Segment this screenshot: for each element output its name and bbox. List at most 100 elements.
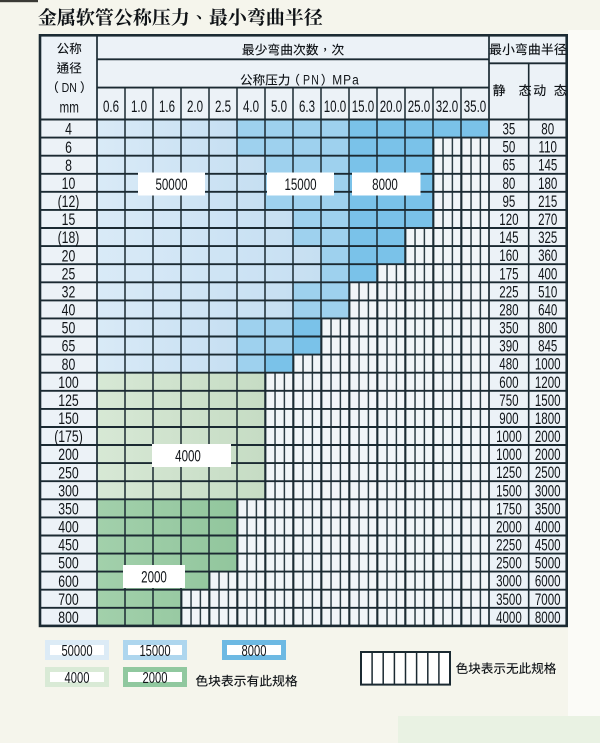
svg-text:1.6: 1.6: [159, 98, 175, 117]
svg-text:PN: PN: [303, 72, 320, 88]
svg-text:900: 900: [499, 410, 518, 429]
svg-text:750: 750: [499, 392, 518, 411]
svg-text:4: 4: [65, 121, 72, 139]
svg-text:MPa: MPa: [332, 72, 360, 88]
svg-text:35.0: 35.0: [464, 98, 487, 117]
svg-text:600: 600: [499, 374, 518, 393]
svg-text:325: 325: [538, 229, 557, 248]
svg-text:3500: 3500: [535, 500, 561, 519]
svg-text:2.0: 2.0: [187, 98, 203, 117]
svg-text:6.3: 6.3: [299, 98, 315, 117]
svg-text:510: 510: [538, 283, 557, 302]
svg-text:2500: 2500: [535, 464, 561, 483]
svg-text:480: 480: [499, 356, 518, 375]
svg-text:65: 65: [62, 338, 76, 356]
svg-text:(12): (12): [58, 193, 80, 211]
svg-text:175: 175: [499, 265, 518, 284]
svg-text:32: 32: [62, 284, 76, 302]
svg-text:3500: 3500: [496, 591, 522, 610]
svg-text:200: 200: [58, 446, 78, 464]
svg-text:160: 160: [499, 247, 518, 266]
svg-text:125: 125: [58, 392, 78, 410]
svg-text:50: 50: [62, 320, 76, 338]
svg-text:1000: 1000: [496, 428, 522, 447]
svg-text:640: 640: [538, 301, 557, 320]
svg-text:500: 500: [58, 555, 78, 573]
svg-text:180: 180: [538, 175, 557, 194]
svg-text:800: 800: [58, 609, 78, 627]
svg-text:2000: 2000: [535, 446, 561, 465]
svg-text:(175): (175): [54, 428, 83, 446]
svg-text:4000: 4000: [175, 448, 201, 467]
svg-text:25: 25: [62, 266, 76, 284]
svg-text:65: 65: [502, 157, 515, 176]
svg-text:390: 390: [499, 338, 518, 357]
svg-text:1800: 1800: [535, 410, 561, 429]
svg-text:5000: 5000: [535, 555, 561, 574]
svg-text:6: 6: [65, 139, 72, 157]
svg-text:15000: 15000: [139, 641, 170, 660]
svg-text:1000: 1000: [496, 446, 522, 465]
svg-text:2500: 2500: [496, 555, 522, 574]
svg-text:350: 350: [499, 320, 518, 339]
svg-text:8: 8: [65, 157, 72, 175]
svg-text:6000: 6000: [535, 573, 561, 592]
svg-text:20: 20: [62, 248, 76, 266]
svg-text:145: 145: [538, 157, 557, 176]
svg-text:80: 80: [541, 121, 554, 140]
svg-text:1500: 1500: [496, 482, 522, 501]
svg-text:32.0: 32.0: [436, 98, 459, 117]
svg-text:40: 40: [62, 302, 76, 320]
svg-text:700: 700: [58, 591, 78, 609]
svg-text:7000: 7000: [535, 591, 561, 610]
svg-text:450: 450: [58, 537, 78, 555]
svg-text:20.0: 20.0: [380, 98, 403, 117]
svg-text:145: 145: [499, 229, 518, 248]
svg-text:35: 35: [502, 121, 515, 140]
svg-text:15000: 15000: [284, 176, 316, 195]
svg-text:80: 80: [62, 356, 76, 374]
svg-text:4.0: 4.0: [243, 98, 259, 117]
svg-text:845: 845: [538, 338, 557, 357]
svg-text:270: 270: [538, 211, 557, 230]
svg-text:10.0: 10.0: [324, 98, 347, 117]
svg-text:120: 120: [499, 211, 518, 230]
svg-text:110: 110: [538, 139, 556, 158]
svg-text:100: 100: [58, 374, 78, 392]
svg-text:225: 225: [499, 283, 518, 302]
svg-text:(18): (18): [58, 229, 80, 247]
svg-text:4000: 4000: [496, 609, 522, 628]
svg-text:350: 350: [58, 501, 78, 519]
svg-text:250: 250: [58, 465, 78, 483]
svg-text:5.0: 5.0: [271, 98, 287, 117]
svg-text:1.0: 1.0: [131, 98, 147, 117]
svg-text:10: 10: [62, 175, 76, 193]
svg-text:280: 280: [499, 301, 518, 320]
svg-text:2250: 2250: [496, 537, 522, 556]
svg-text:400: 400: [58, 519, 78, 537]
svg-text:15.0: 15.0: [352, 98, 375, 117]
svg-text:15: 15: [62, 211, 76, 229]
svg-text:4500: 4500: [535, 537, 561, 556]
svg-text:800: 800: [538, 320, 557, 339]
svg-text:80: 80: [502, 175, 515, 194]
svg-text:2000: 2000: [496, 519, 522, 538]
svg-text:mm: mm: [60, 99, 79, 116]
svg-text:4000: 4000: [65, 668, 90, 687]
svg-text:2000: 2000: [141, 569, 167, 588]
svg-text:8000: 8000: [242, 641, 267, 660]
svg-text:2.5: 2.5: [215, 98, 231, 117]
svg-text:1500: 1500: [535, 392, 561, 411]
svg-text:400: 400: [538, 265, 557, 284]
svg-text:4000: 4000: [535, 519, 561, 538]
svg-text:2000: 2000: [143, 668, 168, 687]
svg-text:1200: 1200: [535, 374, 561, 393]
svg-text:2000: 2000: [535, 428, 561, 447]
svg-text:1250: 1250: [496, 464, 522, 483]
svg-text:600: 600: [58, 573, 78, 591]
svg-text:50000: 50000: [61, 641, 92, 660]
svg-text:8000: 8000: [372, 176, 398, 195]
svg-text:95: 95: [502, 193, 515, 212]
svg-text:300: 300: [58, 483, 78, 501]
svg-text:3000: 3000: [535, 482, 561, 501]
